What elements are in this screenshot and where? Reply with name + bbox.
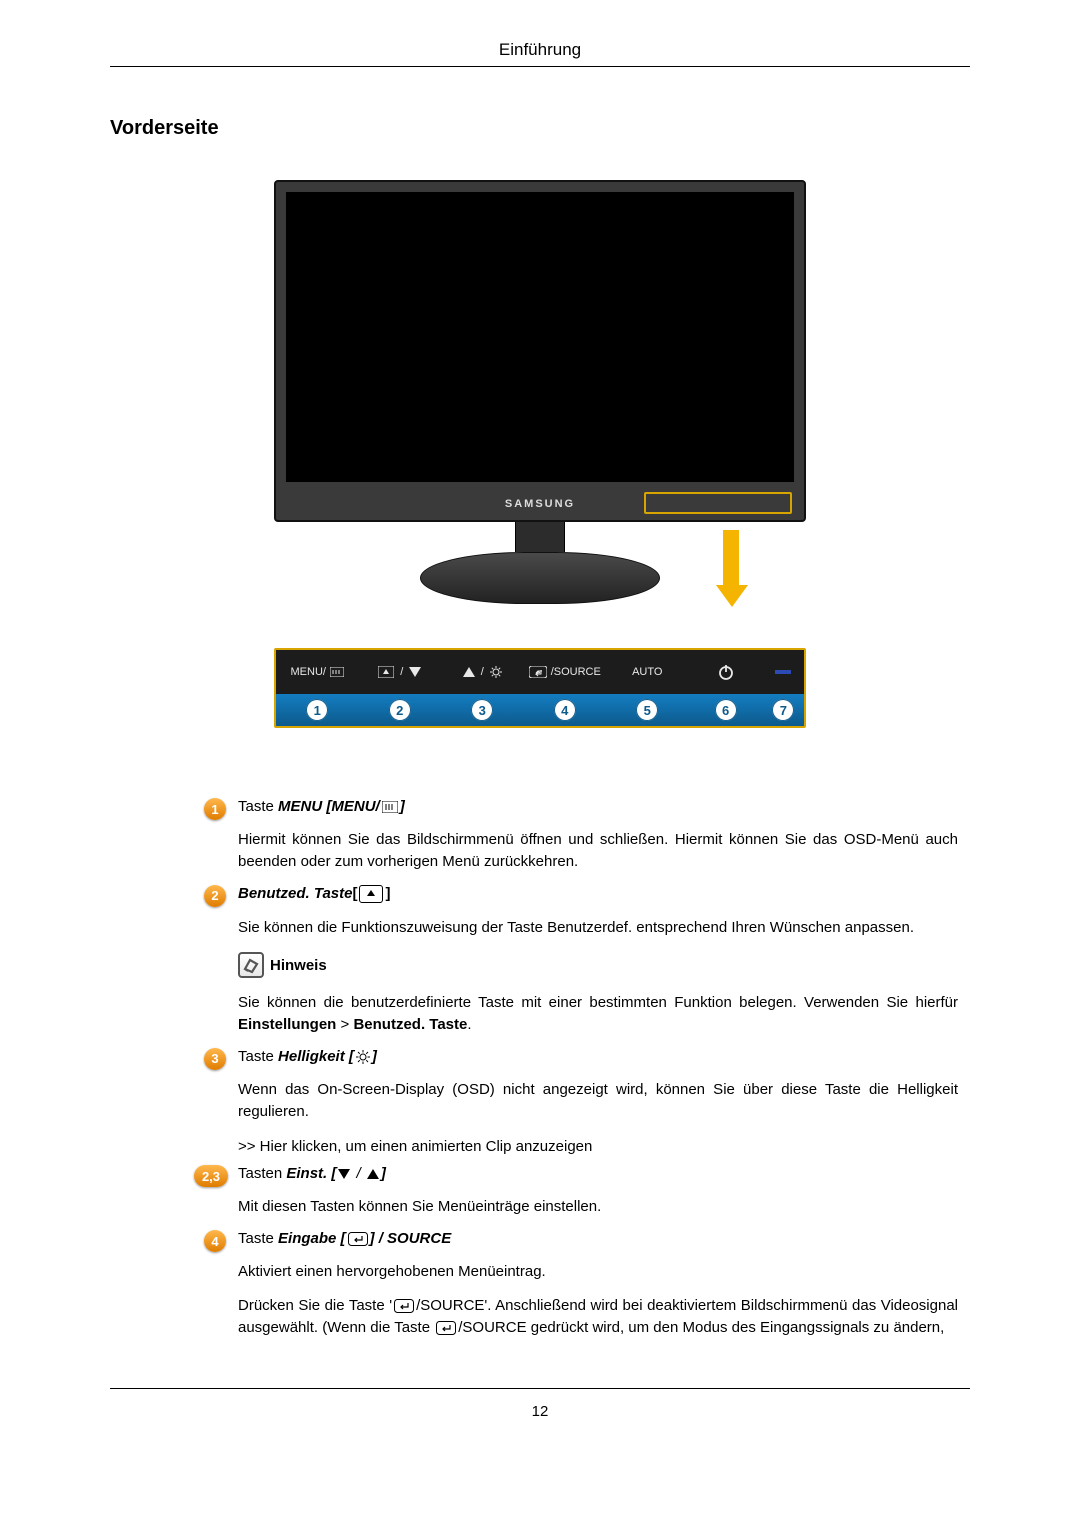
page: Einführung Vorderseite SAMSUNG MENU/ [110,40,970,1420]
item-1-title: Taste MENU [MENU/] [238,798,958,815]
btn-power [689,663,763,681]
item-4: 4 Taste Eingabe [] / SOURCE Aktiviert ei… [238,1230,958,1338]
num-badge-7: 7 [772,699,794,721]
item-2: 2 Benutzed. Taste[] Sie können die Funkt… [238,885,958,1036]
item-1: 1 Taste MENU [MENU/] Hiermit können Sie … [238,798,958,873]
badge-2: 2 [204,885,226,907]
divider-bottom [110,1388,970,1389]
number-row: 1 2 3 4 5 6 7 [276,694,804,726]
badge-3: 3 [204,1048,226,1070]
item-3-link[interactable]: >> Hier klicken, um einen animierten Cli… [238,1138,958,1155]
button-bar: MENU/ / / /SOURCE [274,648,806,728]
monitor-bezel: SAMSUNG [274,180,806,522]
badge-2-3: 2,3 [194,1165,228,1187]
btn-source: /SOURCE [524,666,607,678]
num-badge-4: 4 [554,699,576,721]
brightness-icon [356,1050,370,1064]
footer: 12 [110,1388,970,1420]
num-badge-2: 2 [389,699,411,721]
item-2-3-body: Mit diesen Tasten können Sie Menüeinträg… [238,1196,958,1218]
enter-icon [348,1232,368,1246]
monitor-stand-neck [515,522,565,552]
note-icon [238,952,264,978]
note-heading: Hinweis [238,952,958,978]
enter-icon-inline-2 [436,1321,456,1335]
item-2-3-title: Tasten Einst. [ / ] [238,1165,958,1182]
monitor-stand-base [420,552,660,604]
custom-key-icon [359,885,383,903]
descriptions: 1 Taste MENU [MENU/] Hiermit können Sie … [238,798,958,1338]
num-badge-6: 6 [715,699,737,721]
num-badge-1: 1 [306,699,328,721]
btn-custom: / [359,666,442,678]
item-3-title: Taste Helligkeit [] [238,1048,958,1065]
item-1-body: Hiermit können Sie das Bildschirmmenü öf… [238,829,958,873]
page-header: Einführung [110,40,970,60]
enter-icon-inline-1 [394,1299,414,1313]
page-number: 12 [110,1403,970,1420]
button-strip-highlight [644,492,792,514]
note-label: Hinweis [270,957,327,974]
item-2-title: Benutzed. Taste[] [238,885,958,903]
item-4-body-1: Aktiviert einen hervorgehobenen Menüeint… [238,1261,958,1283]
btn-brightness: / [441,666,524,678]
item-4-body-2: Drücken Sie die Taste '/SOURCE'. Anschli… [238,1295,958,1339]
monitor-wrap: SAMSUNG MENU/ / [274,180,806,728]
menu-exit-icon [382,801,398,813]
button-row: MENU/ / / /SOURCE [276,650,804,694]
monitor-figure: SAMSUNG MENU/ / [274,180,806,728]
callout-arrow [716,530,746,610]
item-3-body: Wenn das On-Screen-Display (OSD) nicht a… [238,1079,958,1123]
badge-4: 4 [204,1230,226,1252]
item-3: 3 Taste Helligkeit [] Wenn das On-Screen… [238,1048,958,1156]
note-body: Sie können die benutzerdefinierte Taste … [238,992,958,1036]
item-2-body: Sie können die Funktionszuweisung der Ta… [238,917,958,939]
section-heading: Vorderseite [110,117,970,140]
num-badge-5: 5 [636,699,658,721]
down-arrow-icon [338,1169,350,1179]
num-badge-3: 3 [471,699,493,721]
up-arrow-icon [367,1169,379,1179]
monitor-screen [286,192,794,482]
btn-menu: MENU/ [276,666,359,678]
divider-top [110,66,970,67]
badge-1: 1 [204,798,226,820]
btn-blank [763,670,804,674]
btn-auto: AUTO [606,666,689,678]
item-2-3: 2,3 Tasten Einst. [ / ] Mit diesen Taste… [238,1165,958,1218]
item-4-title: Taste Eingabe [] / SOURCE [238,1230,958,1247]
